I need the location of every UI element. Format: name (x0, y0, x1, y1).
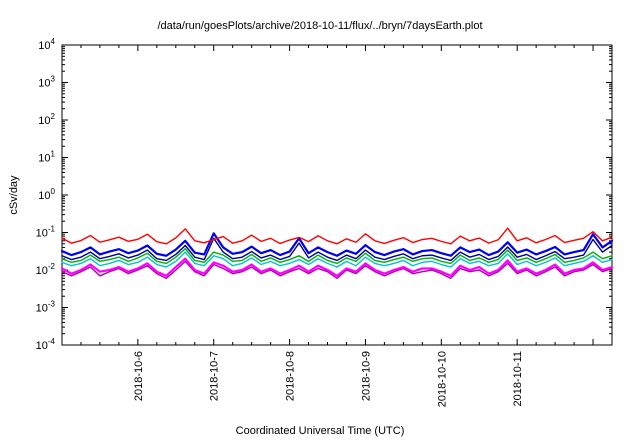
y-tick-label: 104 (38, 37, 55, 52)
x-tick-label: 2018-10-9 (360, 351, 372, 401)
x-tick-label: 2018-10-7 (209, 351, 221, 401)
x-tick-label: 2018-10-11 (512, 351, 524, 406)
x-tick-label: 2018-10-8 (285, 351, 297, 401)
svg-text:2018-10-7: 2018-10-7 (209, 351, 221, 401)
y-axis: 10-4 10-3 10-2 10-1 100 101 102 103 104 (36, 37, 612, 352)
series-blue (60, 232, 614, 257)
svg-text:2018-10-10: 2018-10-10 (436, 351, 448, 407)
svg-text:2018-10-11: 2018-10-11 (512, 351, 524, 406)
x-tick-label: 2018-10-6 (133, 351, 145, 401)
series-cyan (61, 251, 613, 268)
y-tick-label: 10-4 (36, 337, 56, 352)
y-tick-label: 102 (38, 112, 55, 127)
series-magenta (60, 257, 614, 277)
series-red (61, 227, 613, 245)
y-tick-label: 10-3 (36, 300, 56, 315)
svg-text:2018-10-8: 2018-10-8 (285, 351, 297, 401)
series-dark-blue (61, 237, 613, 262)
series-violet (61, 260, 613, 280)
svg-text:2018-10-6: 2018-10-6 (133, 351, 145, 401)
x-axis-label: Coordinated Universal Time (UTC) (235, 425, 405, 437)
series-green (61, 247, 613, 265)
plot-border (61, 44, 613, 346)
chart-title: /data/run/goesPlots/archive/2018-10-11/f… (157, 20, 483, 32)
x-tick-label: 2018-10-10 (436, 351, 448, 407)
x-axis: 2018-10-6 2018-10-7 2018-10-8 2018-10-9 2018… (61, 45, 613, 407)
svg-text:2018-10-9: 2018-10-9 (360, 351, 372, 401)
y-tick-label: 100 (38, 187, 55, 202)
y-tick-label: 103 (38, 75, 55, 90)
y-tick-label: 10-2 (36, 262, 56, 277)
y-tick-label: 101 (38, 150, 55, 165)
y-tick-label: 10-1 (36, 225, 56, 240)
